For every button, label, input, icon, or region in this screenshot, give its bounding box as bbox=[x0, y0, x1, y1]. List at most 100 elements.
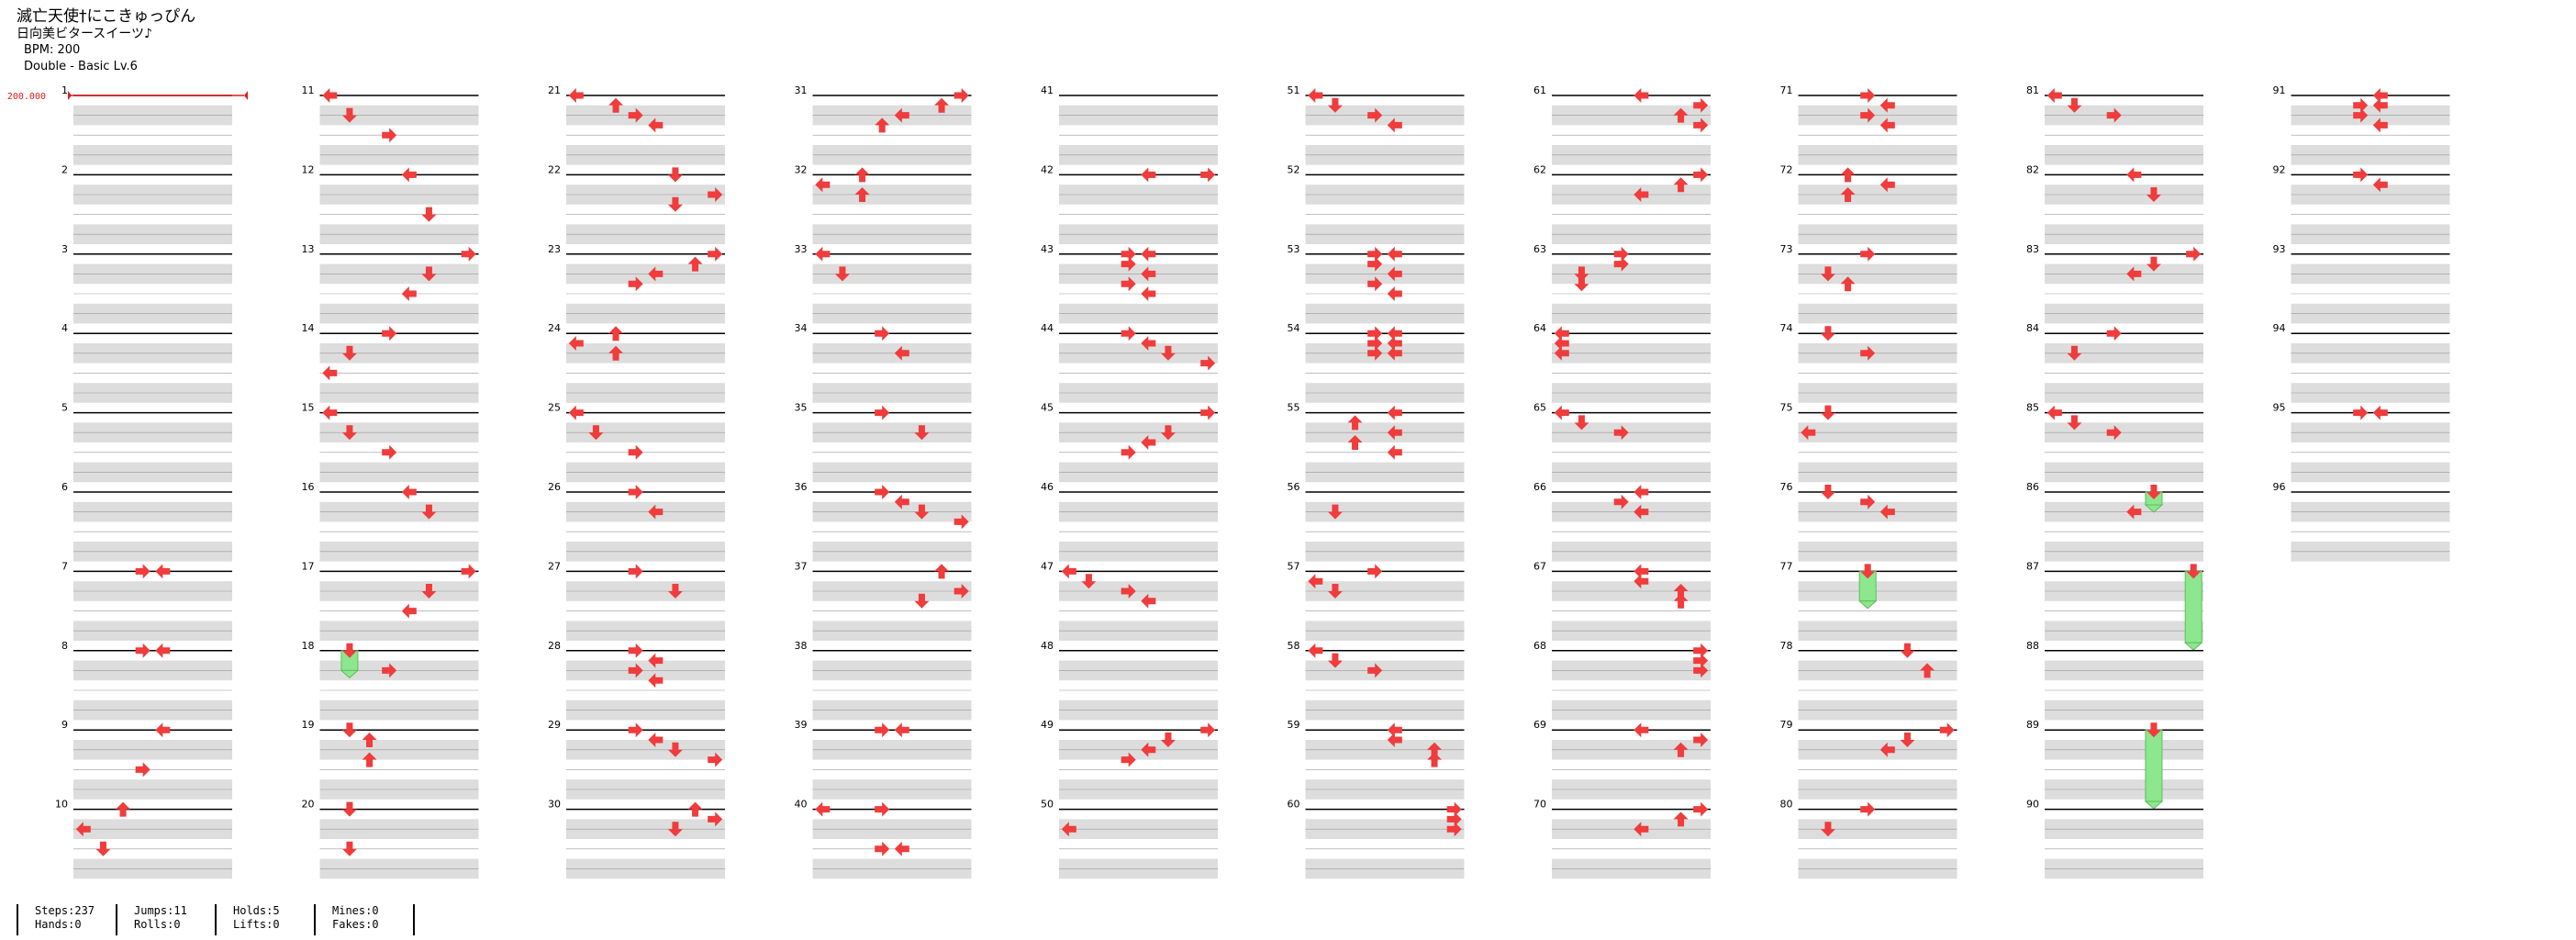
arrow-right-icon bbox=[875, 841, 890, 856]
arrow-right-icon bbox=[1613, 425, 1629, 441]
measure-67: 67 bbox=[1533, 560, 1711, 641]
stat-separator bbox=[413, 904, 415, 935]
hold-tail bbox=[340, 669, 360, 679]
measure-20: 20 bbox=[302, 799, 479, 879]
arrow-left-icon bbox=[648, 118, 664, 133]
hold-tail bbox=[2144, 504, 2164, 513]
arrow-left-icon bbox=[1387, 733, 1402, 747]
measure-number: 40 bbox=[795, 799, 808, 811]
measure-24: 24 bbox=[548, 322, 725, 403]
measure-number: 94 bbox=[2273, 322, 2286, 334]
arrow-left-icon bbox=[1141, 435, 1156, 450]
measure-number: 52 bbox=[1288, 163, 1300, 175]
measure-number: 4 bbox=[61, 322, 68, 334]
measure-number: 44 bbox=[1041, 322, 1054, 334]
measure-58: 58 bbox=[1288, 640, 1465, 721]
measure-number: 73 bbox=[1780, 243, 1793, 255]
measure-91: 91 bbox=[2273, 84, 2450, 165]
arrow-right-icon bbox=[1860, 345, 1876, 361]
arrow-down-icon bbox=[421, 584, 437, 599]
bpm-marker-right bbox=[244, 91, 248, 100]
arrow-left-icon bbox=[648, 266, 664, 282]
arrow-right-icon bbox=[1121, 752, 1136, 767]
arrow-down-icon bbox=[1327, 97, 1343, 113]
arrow-down-icon bbox=[341, 841, 357, 856]
arrow-down-icon bbox=[2146, 722, 2161, 738]
measure-number: 7 bbox=[61, 560, 68, 572]
arrow-left-icon bbox=[401, 485, 417, 499]
arrow-left-icon bbox=[401, 286, 417, 301]
measure-27: 27 bbox=[548, 560, 725, 641]
measure-80: 80 bbox=[1780, 799, 1957, 879]
measure-31: 31 bbox=[795, 84, 972, 165]
arrow-down-icon bbox=[1574, 415, 1589, 431]
measure-number: 2 bbox=[61, 163, 68, 175]
measure-number: 76 bbox=[1780, 481, 1793, 493]
measure-number: 80 bbox=[1780, 799, 1793, 811]
arrow-down-icon bbox=[1160, 425, 1176, 441]
measure-number: 36 bbox=[795, 481, 808, 493]
arrow-down-icon bbox=[667, 742, 683, 757]
measure-number: 23 bbox=[548, 243, 561, 255]
measure-89: 89 bbox=[2026, 719, 2203, 810]
arrow-right-icon bbox=[2106, 326, 2122, 341]
measure-61: 61 bbox=[1533, 84, 1711, 165]
arrow-up-icon bbox=[687, 801, 703, 817]
arrow-right-icon bbox=[2106, 425, 2122, 441]
arrow-right-icon bbox=[1121, 326, 1136, 341]
measure-92: 92 bbox=[2273, 163, 2450, 244]
arrow-right-icon bbox=[2186, 246, 2202, 262]
arrow-down-icon bbox=[2146, 256, 2161, 272]
arrow-right-icon bbox=[461, 564, 476, 579]
arrow-right-icon bbox=[953, 584, 969, 599]
measure-75: 75 bbox=[1780, 402, 1957, 483]
measure-3: 3 bbox=[61, 243, 232, 324]
arrow-left-icon bbox=[1141, 742, 1156, 757]
arrow-up-icon bbox=[687, 256, 703, 272]
arrow-right-icon bbox=[628, 663, 643, 678]
arrow-left-icon bbox=[1554, 336, 1569, 351]
measure-number: 27 bbox=[548, 560, 561, 572]
arrow-right-icon bbox=[1693, 118, 1709, 133]
measure-1: 1 bbox=[61, 84, 232, 165]
arrow-up-icon bbox=[608, 97, 624, 113]
measure-number: 51 bbox=[1288, 84, 1300, 96]
hold-body bbox=[2184, 570, 2202, 643]
arrow-down-icon bbox=[588, 425, 604, 441]
measure-63: 63 bbox=[1533, 243, 1711, 324]
measure-number: 1 bbox=[61, 84, 68, 96]
measure-87: 87 bbox=[2026, 560, 2203, 651]
arrow-right-icon bbox=[628, 564, 643, 579]
measure-62: 62 bbox=[1533, 163, 1711, 244]
arrow-left-icon bbox=[1308, 574, 1323, 589]
measure-90: 90 bbox=[2026, 799, 2203, 879]
measure-number: 30 bbox=[548, 799, 561, 811]
arrow-left-icon bbox=[648, 733, 664, 747]
arrow-left-icon bbox=[1387, 246, 1402, 262]
measure-number: 9 bbox=[61, 719, 68, 731]
measure-number: 28 bbox=[548, 640, 561, 652]
arrow-right-icon bbox=[1367, 107, 1383, 123]
measure-6: 6 bbox=[61, 481, 232, 562]
measure-number: 25 bbox=[548, 402, 561, 414]
measure-number: 49 bbox=[1041, 719, 1054, 731]
arrow-up-icon bbox=[854, 187, 870, 202]
measure-number: 57 bbox=[1288, 560, 1300, 572]
arrow-left-icon bbox=[1387, 266, 1402, 282]
arrow-right-icon bbox=[2106, 107, 2122, 123]
arrow-down-icon bbox=[1900, 733, 1915, 747]
measure-76: 76 bbox=[1780, 481, 1957, 562]
arrow-left-icon bbox=[1634, 504, 1649, 520]
arrow-right-icon bbox=[875, 485, 890, 499]
arrow-up-icon bbox=[1347, 415, 1363, 431]
arrow-left-icon bbox=[1141, 286, 1156, 301]
measure-number: 39 bbox=[795, 719, 808, 731]
arrow-down-icon bbox=[2067, 415, 2082, 431]
arrow-left-icon bbox=[1879, 504, 1895, 520]
arrow-down-icon bbox=[2067, 345, 2082, 361]
arrow-right-icon bbox=[628, 722, 643, 738]
arrow-down-icon bbox=[1820, 405, 1835, 420]
measure-19: 19 bbox=[302, 719, 479, 800]
measure-35: 35 bbox=[795, 402, 972, 483]
measure-65: 65 bbox=[1533, 402, 1711, 483]
